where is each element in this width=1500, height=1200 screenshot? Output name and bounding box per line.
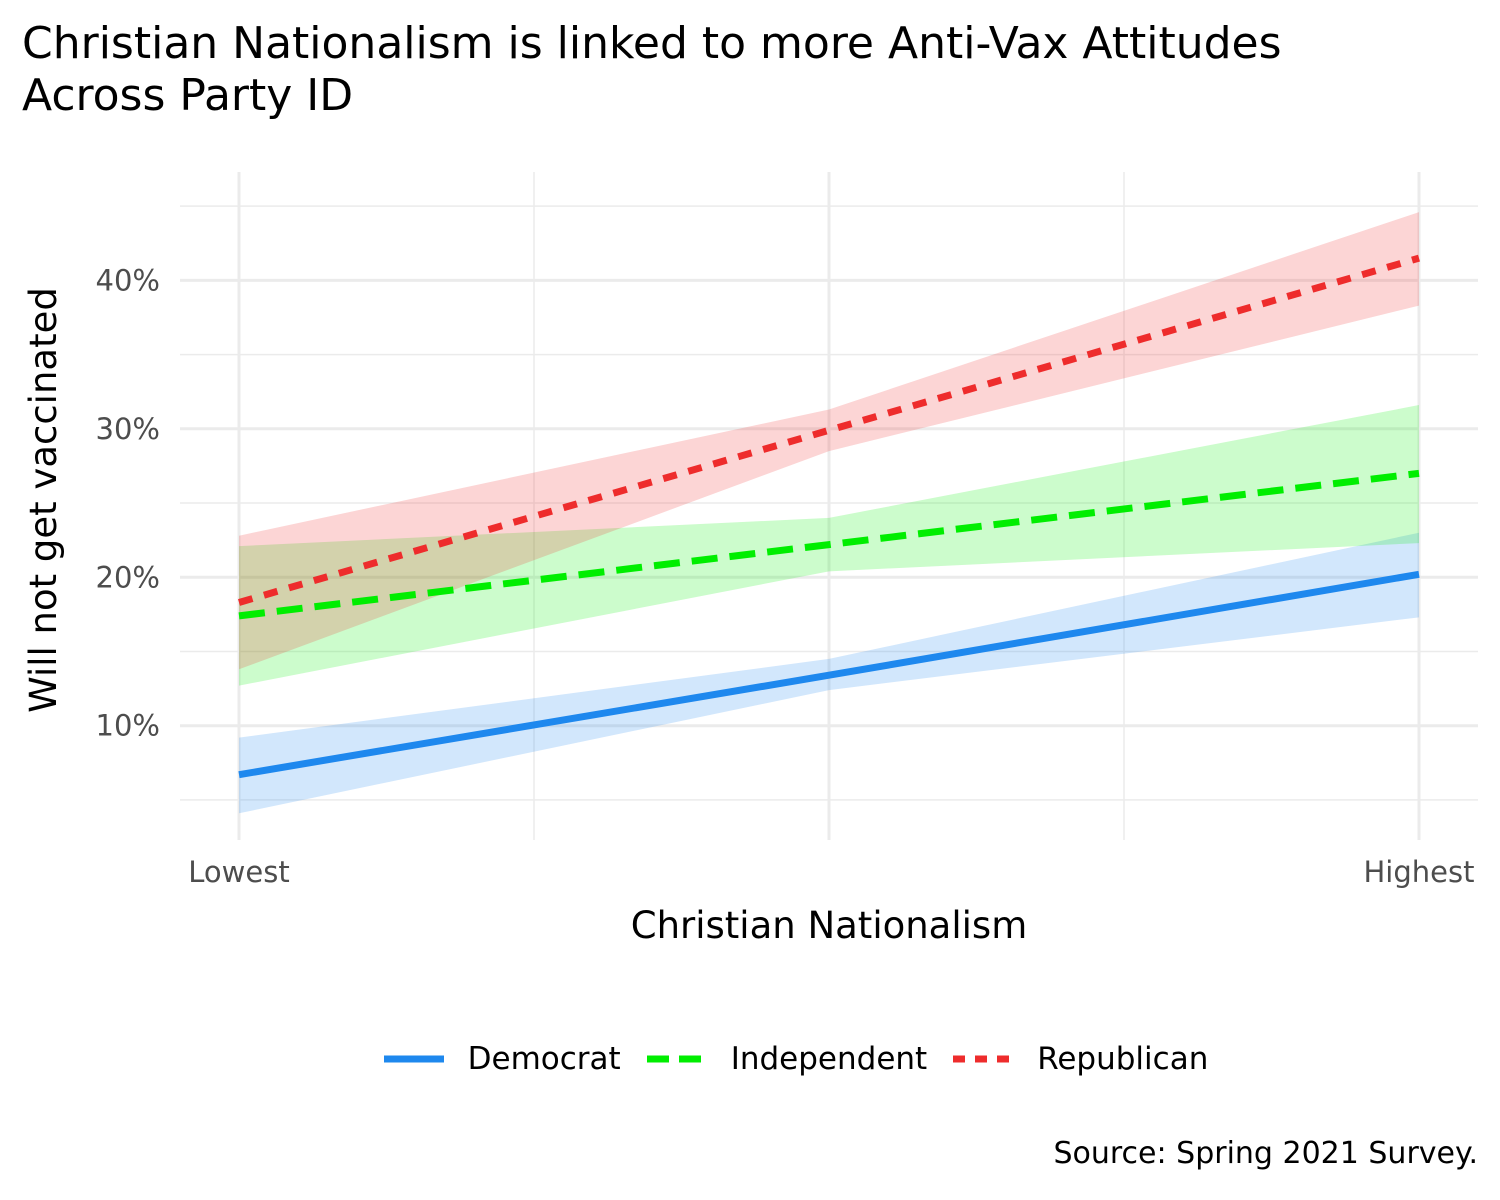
line-independent	[238, 469, 1420, 620]
y-tick-label: 30%	[96, 412, 160, 446]
ribbon-republican	[239, 212, 1419, 670]
x-tick-label: Highest	[1364, 855, 1475, 889]
chart-title: Christian Nationalism is linked to more …	[22, 18, 1282, 122]
legend-key-independent	[646, 1055, 707, 1063]
y-tick-label: 40%	[96, 263, 160, 297]
line-republican	[238, 254, 1420, 606]
legend-item-democrat: Democrat	[382, 1041, 621, 1077]
x-axis-title: Christian Nationalism	[631, 904, 1028, 947]
legend-label-republican: Republican	[1037, 1041, 1209, 1077]
chart-canvas: 10% 20% 30% 40% Lowest Highest Christian Nati…	[22, 172, 1478, 947]
legend-key-republican	[953, 1055, 1014, 1063]
line-democrat	[238, 570, 1420, 779]
legend: Democrat Independent Republican	[0, 1034, 1500, 1084]
grid	[180, 172, 1478, 840]
y-tick-label: 10%	[96, 709, 160, 743]
y-tick-label: 20%	[96, 560, 160, 594]
x-tick-label: Lowest	[188, 855, 289, 889]
series-lines	[238, 254, 1420, 779]
y-axis-title: Will not get vaccinated	[22, 287, 65, 713]
axis-ticks: 10% 20% 30% 40% Lowest Highest	[96, 263, 1475, 889]
legend-label-independent: Independent	[730, 1041, 928, 1077]
chart-title-line-2: Across Party ID	[22, 70, 354, 121]
legend-item-independent: Independent	[645, 1041, 928, 1077]
legend-item-republican: Republican	[951, 1041, 1208, 1077]
source-caption: Source: Spring 2021 Survey.	[1053, 1136, 1478, 1171]
legend-key-democrat	[383, 1055, 444, 1063]
chart-title-line-1: Christian Nationalism is linked to more …	[22, 18, 1282, 69]
legend-label-democrat: Democrat	[467, 1041, 621, 1077]
